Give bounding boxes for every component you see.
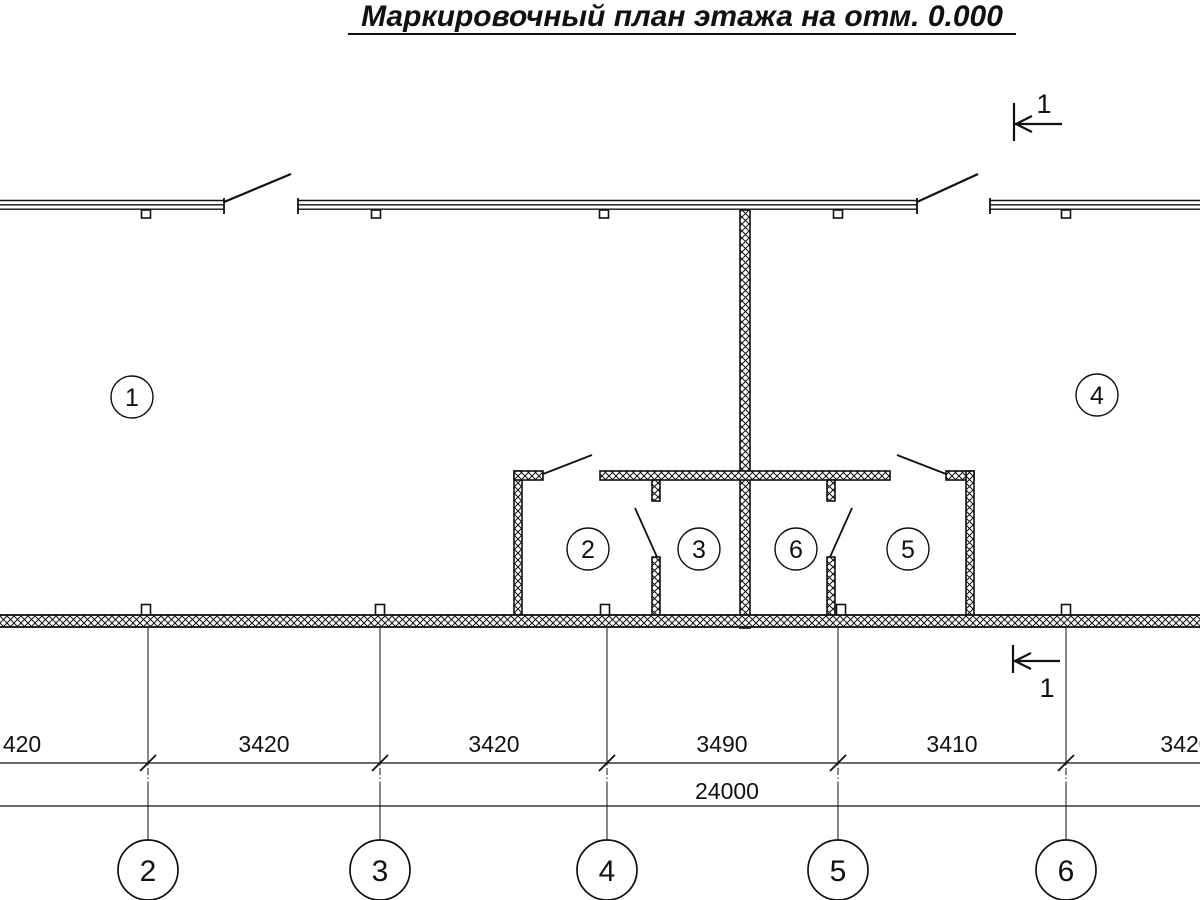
axis-label: 2 xyxy=(140,855,157,888)
axis-label: 5 xyxy=(830,855,847,888)
room-tag-circle xyxy=(566,527,610,571)
partition-wall xyxy=(651,556,661,618)
mullion-post xyxy=(599,603,611,617)
mullion-post xyxy=(835,603,847,617)
curtain-wall-segment xyxy=(990,199,1200,210)
dimension-value: 420 xyxy=(3,731,41,757)
dimension-value: 3410 xyxy=(926,731,977,757)
mullion-post xyxy=(832,209,844,219)
dimension-value: 3420 xyxy=(1160,731,1200,757)
axis-bubble xyxy=(349,839,411,900)
bottom-wall-band xyxy=(0,614,1200,628)
total-dimension: 24000 xyxy=(0,778,1200,807)
partition-wall xyxy=(826,556,836,618)
section-label: 1 xyxy=(1036,89,1051,119)
room-tag-circle xyxy=(774,527,818,571)
mullion-post xyxy=(140,603,152,617)
axis-label: 6 xyxy=(1058,855,1075,888)
room-tag-circle xyxy=(886,527,930,571)
axis-label: 4 xyxy=(599,855,616,888)
axis-bubble xyxy=(1035,839,1097,900)
room-tag-label: 6 xyxy=(789,536,803,564)
room-tag-circle xyxy=(1075,373,1119,417)
curtain-wall-segment xyxy=(0,199,224,210)
mullion-post xyxy=(374,603,386,617)
mullion-post xyxy=(140,209,152,219)
axis-label: 3 xyxy=(372,855,389,888)
partition-wall xyxy=(513,470,544,481)
room-tags: 1 4 2 3 6 5 xyxy=(110,373,1119,571)
section-arrow-icon xyxy=(1012,652,1032,670)
mullion-post xyxy=(370,209,382,219)
mullion-post xyxy=(1060,209,1072,219)
dimension-ticks xyxy=(139,754,1075,772)
door-leaf xyxy=(916,173,979,203)
dimension-value: 3420 xyxy=(468,731,519,757)
door-leaf xyxy=(634,507,658,558)
room-tag-label: 3 xyxy=(692,536,706,564)
mullion-post xyxy=(598,209,610,219)
dimension-value: 3420 xyxy=(238,731,289,757)
grid-lines xyxy=(147,628,1067,840)
partition-wall-stub xyxy=(651,479,661,502)
dimension-value: 3490 xyxy=(696,731,747,757)
section-marker-bottom: 1 xyxy=(1011,645,1060,703)
door-leaf xyxy=(223,172,292,204)
door-leaf xyxy=(896,454,947,475)
bottom-wall xyxy=(0,603,1200,628)
axis-bubble xyxy=(807,839,869,900)
mullion-post xyxy=(1060,603,1072,617)
axis-bubble xyxy=(576,839,638,900)
room-tag-circle xyxy=(110,375,154,419)
room-tag-label: 4 xyxy=(1090,382,1104,410)
door-leaf xyxy=(829,507,853,558)
partition-wall-stub xyxy=(826,479,836,502)
axis-bubbles: 2 3 4 5 6 xyxy=(117,839,1097,900)
room-tag-circle xyxy=(677,527,721,571)
axis-bubble xyxy=(117,839,179,900)
top-curtain-wall xyxy=(0,172,1200,219)
room-tag-label: 5 xyxy=(901,536,915,564)
center-partition-wall xyxy=(739,209,751,629)
room-tag-label: 2 xyxy=(581,536,595,564)
partition-wall xyxy=(599,470,891,481)
total-dimension-value: 24000 xyxy=(695,778,759,804)
section-arrow-icon xyxy=(1013,115,1033,133)
page-title: Маркировочный план этажа на отм. 0.000 xyxy=(361,0,1003,33)
partition-wall xyxy=(513,470,523,618)
curtain-wall-segment xyxy=(298,199,917,210)
section-label: 1 xyxy=(1039,673,1054,703)
door-leaf xyxy=(542,454,593,475)
partition-wall xyxy=(965,470,975,618)
section-marker-top: 1 xyxy=(1012,89,1062,141)
room-tag-label: 1 xyxy=(125,384,139,412)
title-block: Маркировочный план этажа на отм. 0.000 xyxy=(348,0,1016,35)
dimension-row: 420 3420 3420 3490 3410 3420 xyxy=(0,731,1200,772)
